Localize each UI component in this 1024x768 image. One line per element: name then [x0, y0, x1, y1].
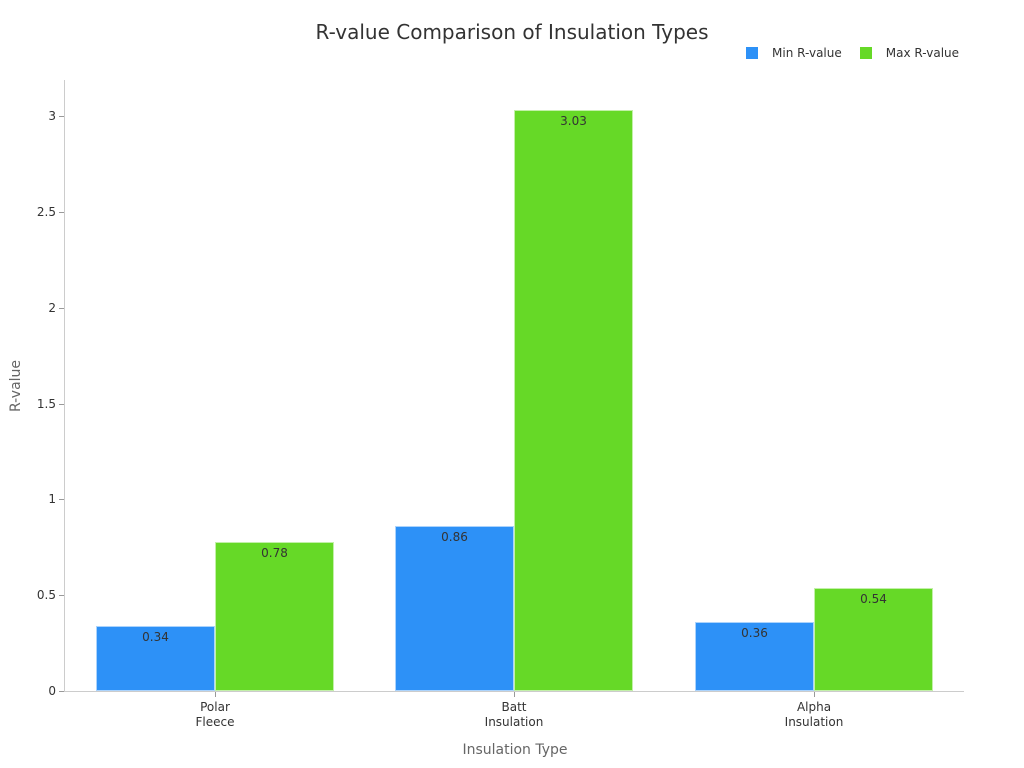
legend-label-max: Max R-value — [885, 46, 960, 60]
y-tick: 1 — [0, 492, 64, 513]
x-tick-label: Polar Fleece — [195, 700, 235, 729]
y-tick-label: 2.5 — [36, 204, 56, 219]
bar-value-label: 3.03 — [560, 114, 587, 129]
x-axis-line — [64, 691, 964, 692]
bar-min[interactable]: 0.34 — [96, 625, 215, 691]
bar-max[interactable]: 3.03 — [514, 110, 633, 691]
y-tick: 2 — [0, 301, 64, 322]
bar-min[interactable]: 0.36 — [695, 622, 814, 691]
y-tick-mark — [59, 116, 64, 117]
bar-value-label: 0.34 — [142, 629, 169, 644]
bar-value-label: 0.54 — [860, 591, 887, 606]
y-tick-mark — [59, 211, 64, 213]
y-tick-label: 3 — [48, 109, 56, 123]
y-tick: 0 — [0, 684, 64, 705]
legend-item-max[interactable]: Max R-value — [859, 46, 960, 60]
y-tick-label: 0 — [48, 684, 56, 698]
bar-value-label: 0.36 — [741, 626, 768, 640]
legend-swatch-min — [746, 47, 758, 59]
y-axis-label: R-value — [8, 359, 24, 413]
y-tick: 2.5 — [0, 205, 64, 226]
bar-value-label: 0.78 — [261, 545, 288, 560]
y-tick-mark — [59, 499, 64, 501]
bar-max[interactable]: 0.78 — [215, 541, 334, 691]
y-tick-mark — [59, 307, 64, 309]
y-tick-mark — [59, 595, 64, 597]
legend-swatch-max — [859, 47, 872, 59]
y-tick-label: 2 — [48, 300, 56, 315]
x-tick-mark — [514, 692, 515, 697]
y-tick-mark — [59, 403, 64, 405]
y-tick: 3 — [0, 109, 64, 130]
bar-min[interactable]: 0.86 — [395, 526, 514, 691]
x-tick-mark — [814, 692, 815, 697]
x-tick-label: Alpha Insulation — [784, 700, 844, 729]
legend: Min R-value Max R-value — [746, 46, 977, 60]
y-axis-line — [64, 80, 65, 692]
y-tick-label: 0.5 — [36, 588, 56, 603]
bar-value-label: 0.86 — [441, 530, 468, 545]
x-tick-mark — [215, 692, 216, 697]
legend-item-min[interactable]: Min R-value — [746, 46, 842, 60]
y-tick-mark — [59, 691, 64, 692]
y-tick-label: 1.5 — [36, 396, 56, 411]
x-axis-label: Insulation Type — [462, 742, 568, 758]
legend-label-min: Min R-value — [772, 46, 842, 60]
x-tick-label: Batt Insulation — [484, 700, 544, 729]
y-tick: 1.5 — [0, 397, 64, 418]
bar-max[interactable]: 0.54 — [814, 587, 933, 691]
y-tick-label: 1 — [48, 492, 56, 507]
y-tick: 0.5 — [0, 588, 64, 609]
chart-title: R-value Comparison of Insulation Types — [315, 20, 709, 44]
